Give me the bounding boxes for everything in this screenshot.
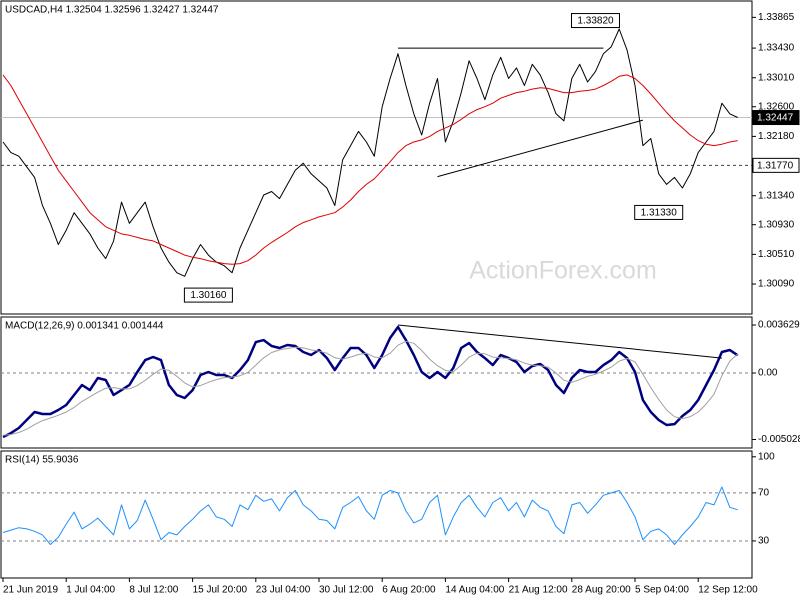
trend-line (397, 324, 722, 359)
series-line (2, 486, 738, 545)
x-tick-label: 28 Aug 20:00 (572, 585, 631, 596)
x-tick-label: 21 Aug 12:00 (509, 585, 568, 596)
y-tick-label: 1.32180 (758, 131, 795, 142)
panel-title: MACD(12,26,9) 0.001341 0.001444 (5, 321, 164, 332)
y-tick-label: -0.005028 (758, 434, 800, 445)
panel-frame (0, 0, 753, 315)
x-tick-label: 21 Jun 2019 (3, 585, 58, 596)
y-tick-label: 1.33430 (758, 43, 795, 54)
price-tag-box (752, 110, 800, 126)
price-annotation: 1.31330 (641, 208, 678, 219)
x-tick-label: 30 Jul 12:00 (319, 585, 374, 596)
x-tick-label: 15 Jul 20:00 (193, 585, 248, 596)
x-tick-label: 23 Jul 04:00 (256, 585, 311, 596)
y-tick-label: 1.33865 (758, 12, 795, 23)
y-tick-label: 1.30930 (758, 219, 795, 230)
y-tick-label: 1.31340 (758, 190, 795, 201)
price-tag: 1.32447 (757, 113, 794, 124)
price-tag-box (752, 157, 800, 173)
watermark: ActionForex.com (469, 257, 657, 285)
y-tick-label: 1.32600 (758, 101, 795, 112)
series-line (2, 340, 739, 436)
x-tick-label: 5 Sep 04:00 (635, 585, 689, 596)
x-tick-label: 6 Aug 20:00 (382, 585, 436, 596)
x-tick-label: 14 Aug 04:00 (445, 585, 504, 596)
y-tick-label: 30 (758, 536, 770, 547)
y-tick-label: 0.00 (758, 368, 778, 379)
price-annotation-box (571, 13, 620, 29)
series-line (2, 74, 738, 265)
panel-title: RSI(14) 55.9036 (5, 455, 79, 466)
y-tick-label: 1.30090 (758, 279, 795, 290)
x-tick-label: 12 Sep 12:00 (698, 585, 758, 596)
x-tick-label: 1 Jul 04:00 (66, 585, 115, 596)
series-line (2, 325, 739, 439)
y-tick-label: 70 (758, 488, 770, 499)
price-annotation: 1.33820 (577, 16, 614, 27)
panel-frame (0, 450, 753, 579)
panel-title: USDCAD,H4 1.32504 1.32596 1.32427 1.3244… (5, 5, 219, 16)
y-tick-label: 1.33010 (758, 72, 795, 83)
x-tick-label: 8 Jul 12:00 (129, 585, 178, 596)
y-tick-label: 0.003629 (758, 320, 800, 331)
price-tag: 1.31770 (757, 160, 794, 171)
trend-line (437, 119, 644, 178)
panel-frame (0, 316, 753, 449)
series-line (2, 28, 738, 277)
price-annotation-box (183, 287, 233, 303)
y-tick-label: 100 (758, 451, 775, 462)
price-annotation: 1.30160 (190, 290, 227, 301)
price-annotation-box (634, 204, 684, 220)
y-tick-label: 1.30510 (758, 249, 795, 260)
